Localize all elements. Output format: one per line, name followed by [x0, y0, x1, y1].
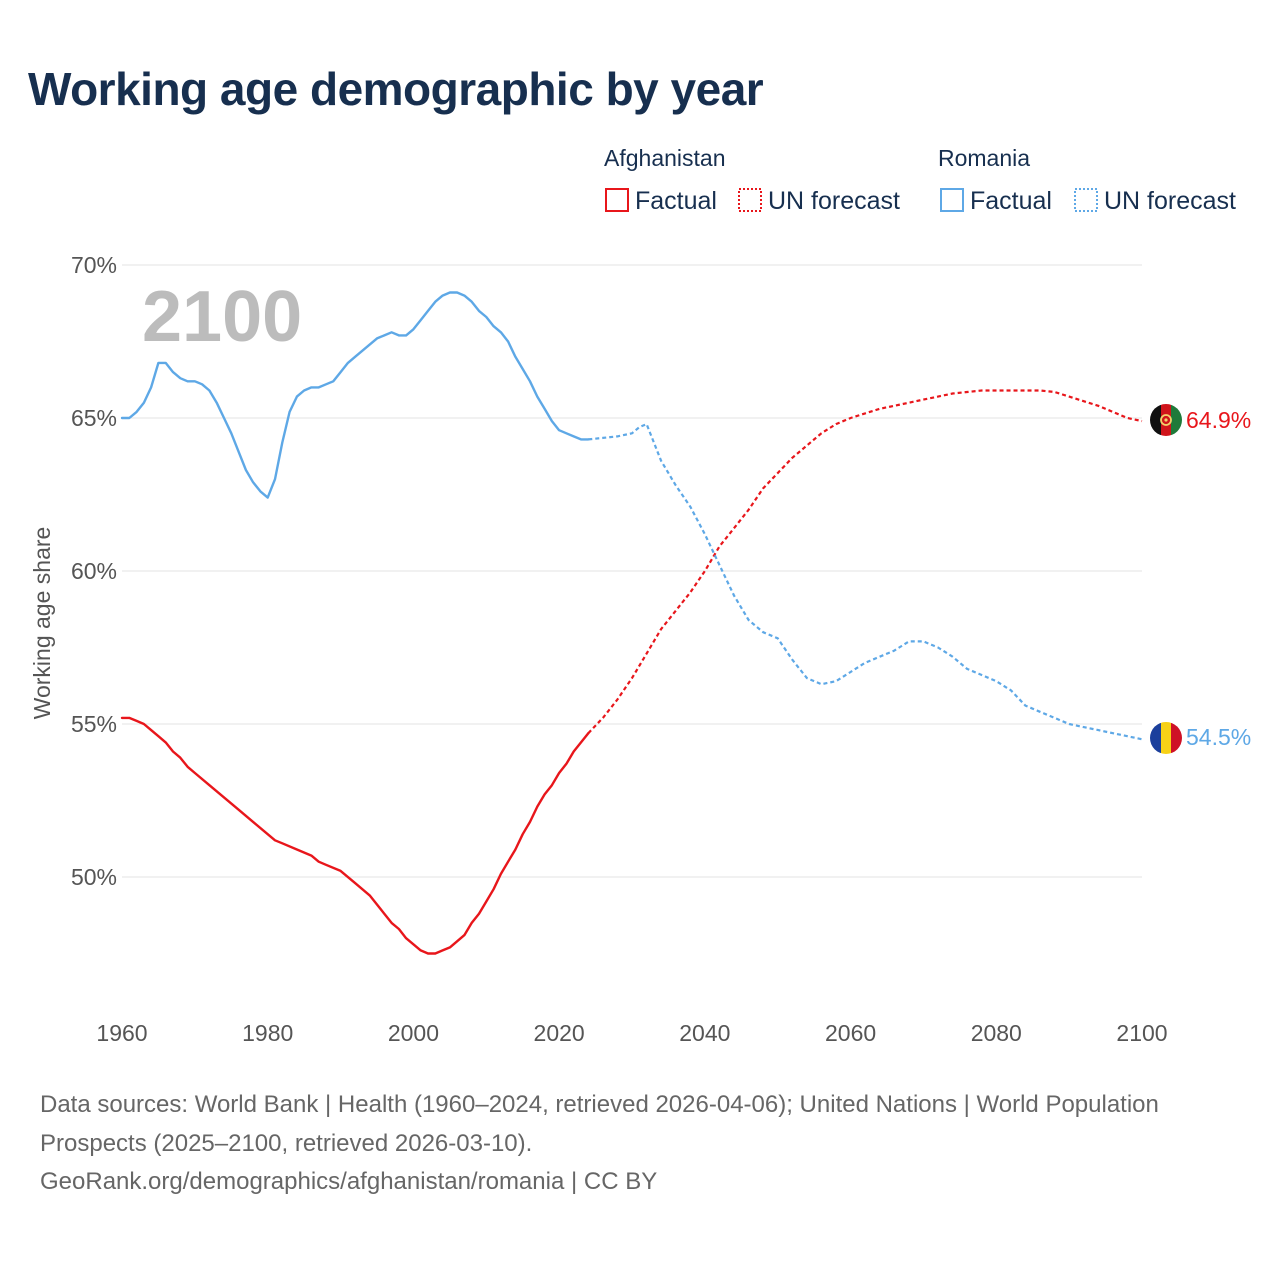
- data-sources-note: Data sources: World Bank | Health (1960–…: [40, 1091, 1159, 1157]
- end-label-romania: 54.5%: [1186, 724, 1251, 750]
- y-tick-label-70: 70%: [71, 252, 117, 278]
- afghanistan-flag-icon: [1150, 404, 1182, 436]
- legend: Afghanistan Factual UN forecast Romania …: [604, 145, 1236, 215]
- year-watermark: 2100: [142, 277, 302, 357]
- romania-flag-icon: [1150, 722, 1182, 754]
- footer: Data sources: World Bank | Health (1960–…: [40, 1086, 1240, 1202]
- x-tick-label-2060: 2060: [825, 1020, 876, 1046]
- line-romania-factual: [120, 291, 590, 499]
- legend-swatch-afghanistan-factual: [605, 188, 629, 212]
- line-afghanistan-factual: [120, 716, 590, 955]
- x-tick-label-2040: 2040: [679, 1020, 730, 1046]
- x-tick-label-1960: 1960: [96, 1020, 147, 1046]
- attribution-credit: GeoRank.org/demographics/afghanistan/rom…: [40, 1168, 658, 1195]
- legend-swatch-afghanistan-forecast: [738, 188, 762, 212]
- series-layer: [120, 291, 1143, 955]
- legend-country-afghanistan: Afghanistan: [604, 145, 725, 171]
- legend-swatch-romania-factual: [940, 188, 964, 212]
- y-gridlines: [122, 264, 1142, 878]
- legend-country-romania: Romania: [938, 145, 1030, 171]
- x-tick-label-2100: 2100: [1116, 1020, 1167, 1046]
- line-afghanistan-forecast: [587, 389, 1143, 734]
- legend-swatch-romania-forecast: [1074, 188, 1098, 212]
- y-tick-label-65: 65%: [71, 405, 117, 431]
- legend-label-afghanistan-factual: Factual: [635, 187, 717, 215]
- x-tick-label-2080: 2080: [971, 1020, 1022, 1046]
- chart-title: Working age demographic by year: [28, 63, 764, 115]
- y-tick-label-60: 60%: [71, 558, 117, 584]
- line-romania-forecast: [588, 423, 1143, 741]
- y-tick-labels: 50% 55% 60% 65% 70%: [71, 252, 117, 890]
- x-tick-label-2000: 2000: [388, 1020, 439, 1046]
- legend-group-afghanistan: Afghanistan Factual UN forecast: [604, 145, 900, 215]
- legend-label-romania-factual: Factual: [970, 187, 1052, 215]
- y-tick-label-55: 55%: [71, 711, 117, 737]
- x-tick-label-2020: 2020: [534, 1020, 585, 1046]
- y-axis-title: Working age share: [29, 527, 55, 720]
- end-marker-afghanistan: 64.9%: [1150, 404, 1251, 436]
- x-tick-labels: 1960 1980 2000 2020 2040 2060 2080 2100: [96, 1020, 1167, 1046]
- x-tick-label-1980: 1980: [242, 1020, 293, 1046]
- y-tick-label-50: 50%: [71, 864, 117, 890]
- legend-label-romania-forecast: UN forecast: [1104, 187, 1236, 215]
- end-label-afghanistan: 64.9%: [1186, 407, 1251, 433]
- end-marker-romania: 54.5%: [1150, 722, 1251, 754]
- legend-label-afghanistan-forecast: UN forecast: [768, 187, 900, 215]
- legend-group-romania: Romania Factual UN forecast: [938, 145, 1236, 215]
